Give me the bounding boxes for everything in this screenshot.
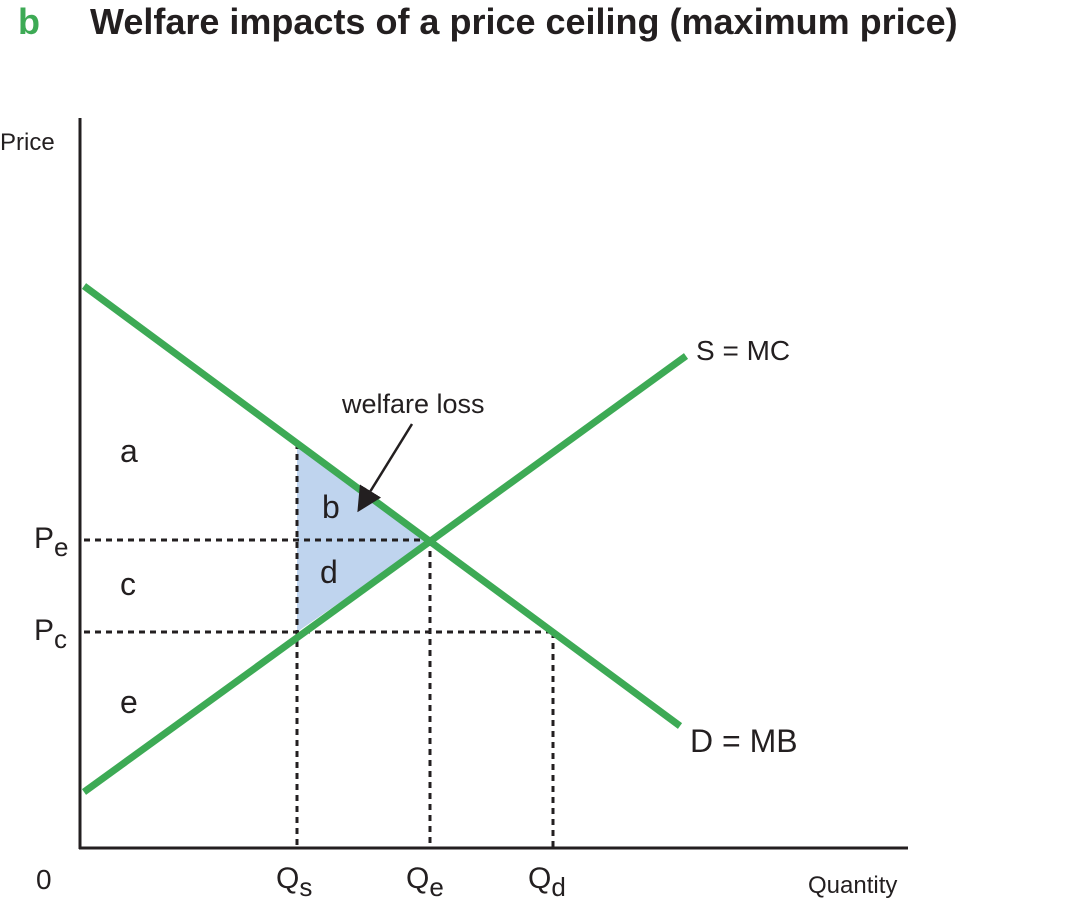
quantity-label: Qs xyxy=(276,862,312,900)
area-label: d xyxy=(320,554,338,590)
supply-label: S = MC xyxy=(696,335,790,366)
x-axis-label: Quantity xyxy=(808,872,897,899)
demand-curve xyxy=(81,283,683,729)
quantity-label: Qe xyxy=(406,862,444,900)
annotation-arrow xyxy=(357,423,414,513)
price-label: Pe xyxy=(34,522,68,562)
area-label: a xyxy=(120,433,138,469)
demand-label: D = MB xyxy=(690,723,798,759)
welfare-loss-area xyxy=(297,443,430,632)
origin-label: 0 xyxy=(36,864,52,895)
area-label: e xyxy=(120,684,138,720)
quantity-label: Qd xyxy=(528,862,566,900)
supply-curve xyxy=(81,353,689,795)
area-label: c xyxy=(120,566,136,602)
y-axis-label: Price xyxy=(0,129,55,156)
annotation: welfare loss xyxy=(341,389,485,419)
title: Welfare impacts of a price ceiling (maxi… xyxy=(90,1,958,42)
price-label: Pc xyxy=(34,614,67,654)
area-label: b xyxy=(322,489,340,525)
figure-letter: b xyxy=(18,1,40,42)
